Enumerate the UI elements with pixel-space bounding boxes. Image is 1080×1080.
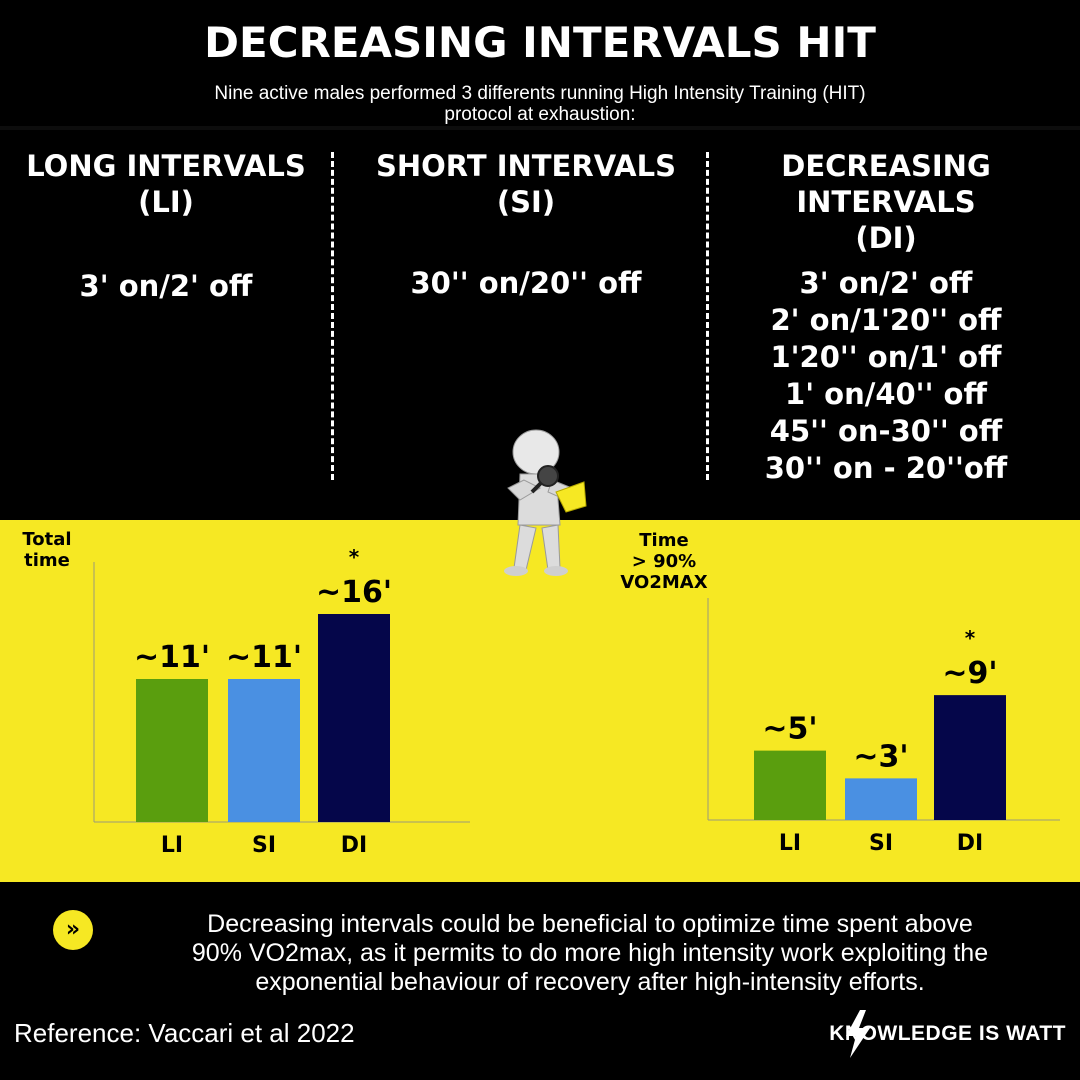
detail-line: 1'20'' on/1' off — [770, 340, 1002, 374]
protocol-details-si: 30'' on/20'' off — [350, 265, 702, 302]
detail-line: 30'' on - 20''off — [764, 451, 1008, 485]
bar-di — [934, 695, 1006, 820]
column-divider — [706, 152, 709, 480]
takeaway-text: Decreasing intervals could be beneficial… — [110, 910, 1070, 997]
protocol-details-li: 3' on/2' off — [10, 268, 322, 305]
ylabel-line: time — [24, 550, 70, 571]
chart2-ylabel: Time > 90% VO2MAX — [612, 530, 716, 593]
category-label: DI — [341, 833, 367, 858]
bar-value-label: ~16' — [316, 575, 392, 610]
lightning-bolt-icon — [846, 1010, 870, 1058]
subtitle-line: protocol at exhaustion: — [444, 104, 636, 125]
heading-line: (SI) — [496, 185, 556, 219]
bar-li — [136, 679, 208, 822]
detail-line: 3' on/2' off — [799, 266, 973, 300]
ylabel-line: Time — [639, 530, 689, 551]
takeaway-line: Decreasing intervals could be beneficial… — [207, 910, 973, 938]
bar-value-label: ~3' — [853, 739, 908, 774]
chart1-ylabel: Total time — [10, 529, 84, 571]
bar-value-label: ~5' — [762, 712, 817, 747]
heading-line: DECREASING — [781, 149, 991, 183]
ylabel-line: > 90% — [631, 551, 697, 572]
category-label: LI — [161, 833, 183, 858]
category-label: LI — [779, 831, 801, 856]
heading-line: SHORT INTERVALS — [376, 149, 676, 183]
heading-line: (DI) — [855, 221, 917, 255]
bar-value-label: ~9' — [942, 656, 997, 691]
reference-citation: Reference: Vaccari et al 2022 — [14, 1018, 355, 1048]
chart-time-above-90-vo2max: ~5' LI ~3' SI ~9' * DI — [707, 598, 1060, 856]
bar-si — [845, 778, 917, 820]
bar-li — [754, 750, 826, 820]
detail-line: 45'' on-30'' off — [769, 414, 1003, 448]
detail-line: 2' on/1'20'' off — [770, 303, 1002, 337]
significance-asterisk: * — [965, 626, 976, 650]
category-label: SI — [252, 833, 276, 858]
protocol-heading-di: DECREASING INTERVALS (DI) — [720, 148, 1052, 256]
protocol-details-di: 3' on/2' off 2' on/1'20'' off 1'20'' on/… — [720, 265, 1052, 487]
chart-total-time: ~11' LI ~11' SI ~16' * DI — [93, 545, 470, 858]
bar-si — [228, 679, 300, 822]
header-separator — [0, 126, 1080, 130]
protocol-heading-li: LONG INTERVALS (LI) — [10, 148, 322, 220]
detail-line: 30'' on/20'' off — [410, 266, 642, 300]
ylabel-line: VO2MAX — [620, 572, 708, 593]
subtitle-line: Nine active males performed 3 differents… — [214, 83, 866, 104]
category-label: SI — [869, 831, 893, 856]
bar-di — [318, 614, 390, 822]
stick-figure-illustration — [504, 429, 587, 576]
takeaway-line: exponential behaviour of recovery after … — [255, 968, 925, 996]
heading-line: (LI) — [138, 185, 194, 219]
column-divider — [331, 152, 334, 480]
bar-value-label: ~11' — [134, 640, 210, 675]
detail-line: 1' on/40'' off — [785, 377, 987, 411]
category-label: DI — [957, 831, 983, 856]
heading-line: LONG INTERVALS — [26, 149, 306, 183]
protocol-heading-si: SHORT INTERVALS (SI) — [350, 148, 702, 220]
detail-line: 3' on/2' off — [79, 269, 253, 303]
bar-value-label: ~11' — [226, 640, 302, 675]
page-title: DECREASING INTERVALS HIT — [204, 18, 876, 67]
significance-asterisk: * — [349, 545, 360, 569]
ylabel-line: Total — [22, 529, 72, 550]
magnifier-figure-icon — [504, 429, 587, 576]
heading-line: INTERVALS — [796, 185, 976, 219]
takeaway-line: 90% VO2max, as it permits to do more hig… — [191, 939, 989, 967]
brand-name: KNOWLEDGE IS WATT — [829, 1022, 1066, 1045]
page-subtitle: Nine active males performed 3 differents… — [140, 83, 940, 125]
double-chevron-right-icon: » — [53, 910, 93, 950]
